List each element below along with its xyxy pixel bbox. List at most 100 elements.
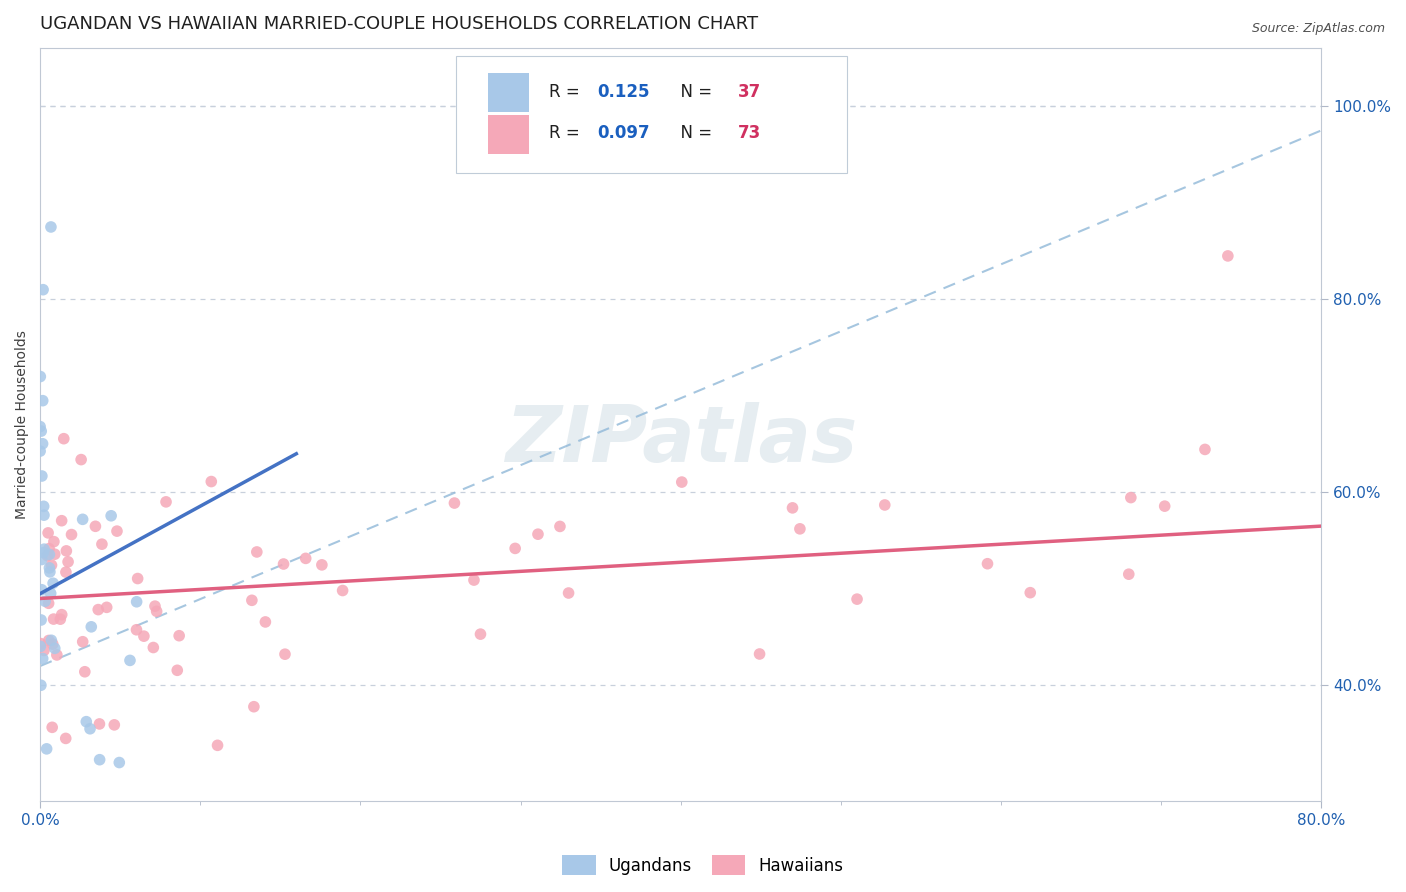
Point	[56, 555, 79, 569]
Point	[294, 551, 316, 566]
Point	[1118, 567, 1140, 582]
Point	[75, 714, 97, 729]
Point	[31, 393, 53, 408]
Y-axis label: Married-couple Households: Married-couple Households	[15, 330, 30, 519]
Point	[789, 522, 811, 536]
Legend: Ugandans, Hawaiians: Ugandans, Hawaiians	[562, 855, 844, 875]
Point	[557, 586, 579, 600]
Point	[118, 653, 141, 667]
Point	[105, 524, 128, 538]
Point	[748, 647, 770, 661]
Point	[31, 552, 53, 566]
Point	[30, 637, 52, 651]
Point	[41, 720, 63, 734]
Point	[125, 595, 148, 609]
Text: R =: R =	[548, 83, 585, 101]
Point	[311, 558, 333, 572]
Point	[108, 756, 131, 770]
Point	[503, 541, 526, 556]
Point	[45, 648, 67, 662]
Point	[38, 565, 60, 579]
Text: 73: 73	[738, 125, 762, 143]
Point	[240, 593, 263, 607]
Point	[32, 542, 55, 557]
Point	[30, 640, 52, 654]
Point	[90, 537, 112, 551]
Point	[49, 612, 72, 626]
Point	[52, 432, 75, 446]
Point	[273, 557, 295, 571]
Point	[34, 594, 56, 608]
Point	[41, 633, 63, 648]
Point	[30, 424, 52, 438]
Point	[32, 643, 55, 657]
Point	[254, 615, 277, 629]
Text: UGANDAN VS HAWAIIAN MARRIED-COUPLE HOUSEHOLDS CORRELATION CHART: UGANDAN VS HAWAIIAN MARRIED-COUPLE HOUSE…	[41, 15, 758, 33]
Point	[142, 640, 165, 655]
Point	[31, 436, 53, 450]
Point	[463, 573, 485, 587]
Point	[246, 545, 269, 559]
Point	[30, 613, 52, 627]
FancyBboxPatch shape	[457, 56, 848, 173]
Point	[443, 496, 465, 510]
Point	[30, 419, 52, 434]
Text: 0.125: 0.125	[598, 83, 650, 101]
Point	[873, 498, 896, 512]
Point	[87, 602, 110, 616]
Point	[38, 548, 60, 562]
Point	[30, 678, 52, 692]
Point	[30, 369, 52, 384]
Point	[89, 717, 111, 731]
Point	[1194, 442, 1216, 457]
Point	[96, 600, 118, 615]
Point	[200, 475, 222, 489]
Point	[72, 512, 94, 526]
Point	[42, 637, 65, 651]
Point	[44, 641, 66, 656]
Point	[38, 633, 60, 648]
Point	[527, 527, 550, 541]
Point	[51, 514, 73, 528]
Point	[274, 647, 297, 661]
Point	[32, 283, 55, 297]
Point	[38, 541, 60, 556]
Point	[155, 495, 177, 509]
Point	[38, 561, 60, 575]
Point	[41, 558, 63, 573]
Point	[782, 500, 804, 515]
Point	[243, 699, 266, 714]
Point	[73, 665, 96, 679]
Point	[55, 565, 77, 579]
Point	[55, 731, 77, 746]
Point	[976, 557, 998, 571]
Text: N =: N =	[671, 125, 718, 143]
Point	[32, 508, 55, 523]
Point	[42, 576, 65, 591]
Text: 0.097: 0.097	[598, 125, 650, 143]
Point	[470, 627, 492, 641]
Point	[51, 607, 73, 622]
Point	[332, 583, 354, 598]
Point	[846, 592, 869, 607]
Point	[72, 634, 94, 648]
Point	[32, 546, 55, 560]
Point	[1216, 249, 1239, 263]
Point	[1119, 491, 1142, 505]
Point	[100, 508, 122, 523]
Point	[70, 452, 93, 467]
Point	[143, 599, 166, 614]
FancyBboxPatch shape	[488, 115, 530, 153]
Point	[145, 604, 167, 618]
Point	[60, 527, 83, 541]
Point	[1153, 499, 1175, 513]
Point	[548, 519, 571, 533]
Point	[38, 596, 60, 610]
Point	[30, 444, 52, 458]
Text: R =: R =	[548, 125, 585, 143]
Point	[84, 519, 107, 533]
Point	[125, 623, 148, 637]
FancyBboxPatch shape	[488, 73, 530, 112]
Point	[42, 612, 65, 626]
Point	[166, 663, 188, 677]
